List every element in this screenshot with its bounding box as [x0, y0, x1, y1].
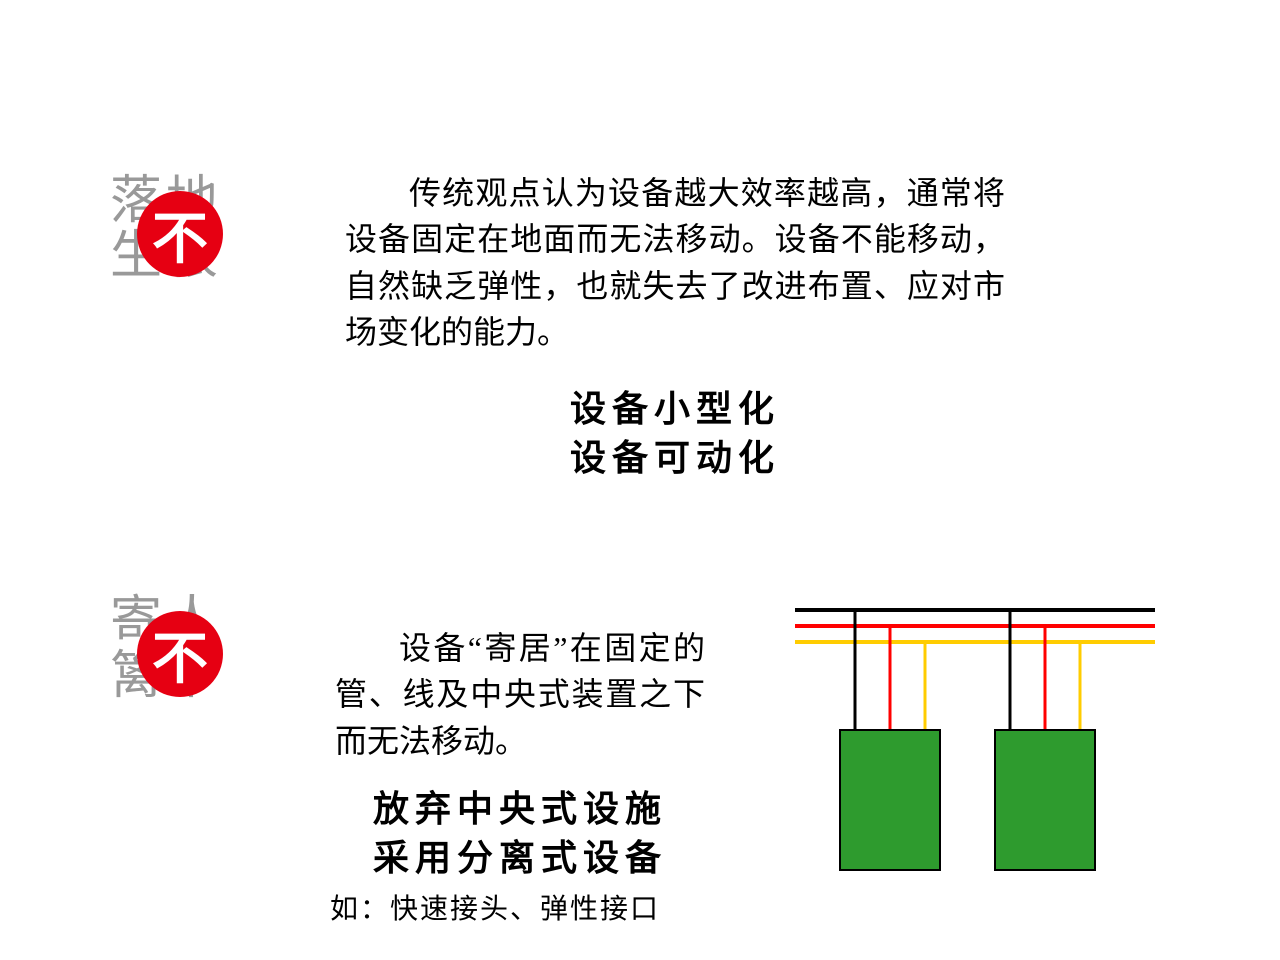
section-1-paragraph: 传统观点认为设备越大效率越高，通常将设备固定在地面而无法移动。设备不能移动，自然…: [345, 170, 1005, 356]
emblem-2-circle-char: 不: [152, 614, 208, 695]
emblem-1-circle: 不: [137, 191, 223, 277]
section-2-paragraph: 设备“寄居”在固定的管、线及中央式装置之下而无法移动。: [335, 625, 705, 764]
section-2-bold: 放弃中央式设施 采用分离式设备: [310, 785, 730, 882]
emblem-2: 寄人篱下 不: [110, 595, 270, 755]
emblem-1-circle-char: 不: [152, 194, 208, 275]
wiring-diagram: [795, 600, 1155, 880]
emblem-2-circle: 不: [137, 611, 223, 697]
section-2-bold-line1: 放弃中央式设施: [310, 785, 730, 834]
section-2-subnote: 如：快速接头、弹性接口: [330, 887, 660, 927]
section-1-bold: 设备小型化 设备可动化: [345, 385, 1005, 482]
section-1-bold-line1: 设备小型化: [345, 385, 1005, 434]
section-2-bold-line2: 采用分离式设备: [310, 834, 730, 883]
emblem-1: 落地生根 不: [110, 175, 270, 335]
section-1-bold-line2: 设备可动化: [345, 434, 1005, 483]
